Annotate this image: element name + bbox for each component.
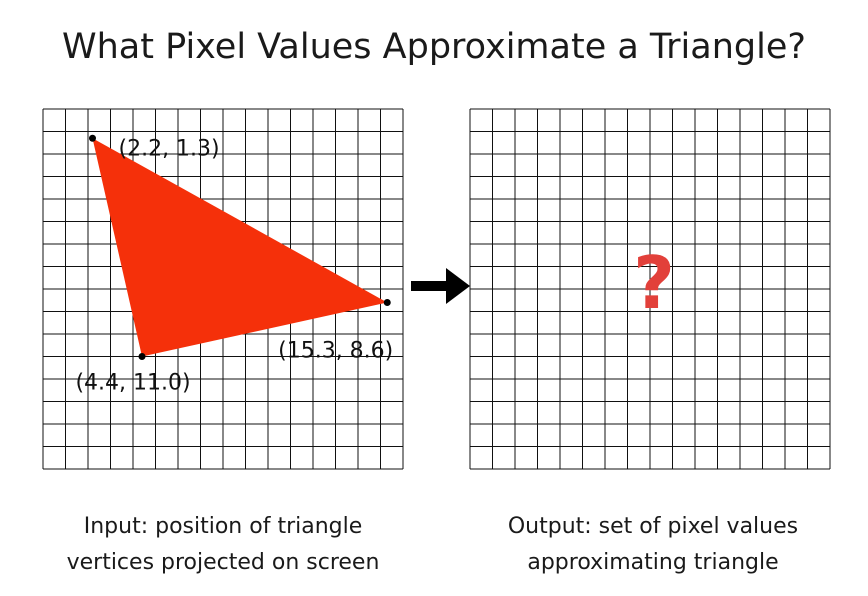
output-caption-line-2: approximating triangle — [527, 550, 778, 575]
page-title: What Pixel Values Approximate a Triangle… — [62, 27, 806, 67]
output-panel: ? — [469, 108, 831, 470]
triangle — [92, 138, 388, 357]
input-caption-line-1: Input: position of triangle — [84, 514, 363, 539]
question-mark-icon: ? — [633, 241, 675, 325]
vertex-point — [138, 353, 146, 360]
triangle-vertices — [89, 134, 391, 360]
output-pixel-grid — [469, 108, 831, 470]
vertex-label-right: (15.3, 8.6) — [278, 339, 393, 364]
vertex-label-bottom: (4.4, 11.0) — [75, 371, 190, 396]
input-panel: (2.2, 1.3) (15.3, 8.6) (4.4, 11.0) — [42, 108, 404, 470]
vertex-point — [89, 134, 96, 142]
output-caption-line-1: Output: set of pixel values — [508, 514, 798, 539]
right-arrow-icon — [411, 268, 470, 304]
vertex-label-top: (2.2, 1.3) — [119, 136, 220, 161]
vertex-point — [383, 299, 391, 306]
input-caption-line-2: vertices projected on screen — [67, 550, 380, 575]
